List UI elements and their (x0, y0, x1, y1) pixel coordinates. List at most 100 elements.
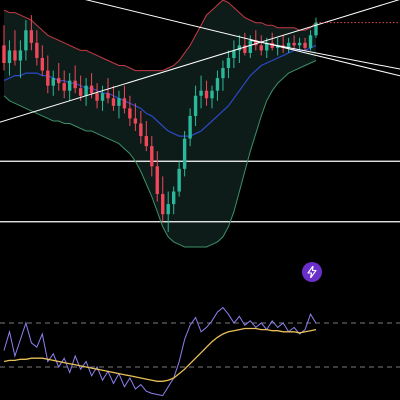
candle (62, 70, 66, 99)
candle-body (161, 194, 165, 215)
rsi-ma-line (3, 327, 317, 382)
candle (171, 186, 176, 215)
candle-body (237, 45, 242, 51)
moving-average-line (3, 44, 317, 137)
candle (177, 161, 181, 197)
candle (254, 30, 258, 51)
candle-body (139, 123, 143, 137)
candle (40, 45, 45, 76)
candle-body (78, 88, 83, 96)
candle-body (7, 50, 12, 63)
candle (24, 20, 28, 61)
candle-body (35, 42, 39, 58)
candle (314, 17, 318, 38)
candle-body (95, 93, 99, 101)
candle-body (100, 93, 105, 101)
candle (193, 85, 198, 126)
price-pane (0, 0, 400, 248)
candle (29, 15, 34, 51)
candle-body (150, 146, 154, 167)
candle-body (117, 98, 121, 106)
candle (73, 65, 77, 94)
candle-body (188, 115, 192, 139)
candle (161, 176, 165, 222)
candle-body (292, 42, 296, 46)
candle-body (265, 42, 269, 51)
candle (182, 131, 187, 177)
candle (297, 37, 302, 51)
candle (7, 40, 12, 76)
candle (57, 63, 61, 91)
candle-body (259, 45, 263, 51)
candle-body (226, 57, 231, 69)
candle-body (210, 90, 214, 99)
candle-body (128, 108, 132, 119)
candle-body (254, 40, 258, 46)
candle (111, 85, 116, 111)
candle (204, 80, 209, 106)
candle-body (243, 45, 247, 53)
candle (259, 35, 263, 56)
candle (18, 40, 23, 79)
candle (210, 85, 214, 109)
candle (84, 78, 88, 106)
candle-body (286, 42, 291, 48)
candle-body (51, 78, 55, 86)
candle (188, 108, 192, 147)
candle-body (84, 85, 88, 96)
candle-body (204, 90, 209, 99)
candle-body (62, 83, 66, 91)
candle-body (29, 30, 34, 43)
candle (286, 37, 291, 53)
candle (51, 70, 55, 96)
candle (166, 191, 170, 232)
candle (128, 95, 132, 126)
candle-body (182, 138, 187, 169)
candle-body (199, 90, 203, 96)
candle (13, 30, 17, 66)
candle (122, 85, 127, 114)
candle-body (215, 78, 220, 91)
candle-body (73, 80, 77, 89)
candle-body (89, 85, 94, 94)
candle (155, 151, 159, 202)
candle (35, 30, 39, 66)
rsi-pane (0, 306, 400, 397)
candle-body (297, 42, 302, 46)
candle (215, 70, 220, 101)
candle (106, 78, 110, 104)
candle (292, 35, 296, 51)
candle-body (177, 168, 181, 192)
candle (270, 32, 274, 51)
candle-body (166, 204, 170, 215)
candle (199, 75, 203, 109)
candle (303, 37, 307, 51)
rsi-line (3, 306, 317, 397)
candle (117, 90, 121, 119)
candle (46, 55, 50, 94)
candle (139, 110, 143, 144)
trendline-1 (85, 0, 400, 77)
candle-body (122, 98, 127, 109)
candle (95, 83, 99, 109)
candle-body (171, 191, 176, 205)
candle-body (13, 50, 17, 61)
trendline-2 (0, 0, 400, 123)
candle (133, 103, 138, 132)
bollinger-lower-line (3, 60, 317, 248)
candle-body (106, 93, 110, 99)
candle-body (18, 50, 23, 61)
candle-body (133, 118, 138, 124)
candle-body (67, 80, 72, 91)
candle-body (221, 68, 225, 79)
candle-body (24, 30, 28, 51)
candle (150, 136, 154, 177)
candle (232, 40, 236, 69)
trendline-3 (250, 39, 400, 70)
candle (2, 25, 6, 71)
candle-body (248, 40, 253, 53)
candle-body (155, 166, 159, 195)
flash-button[interactable] (302, 262, 322, 282)
candle (78, 75, 83, 101)
